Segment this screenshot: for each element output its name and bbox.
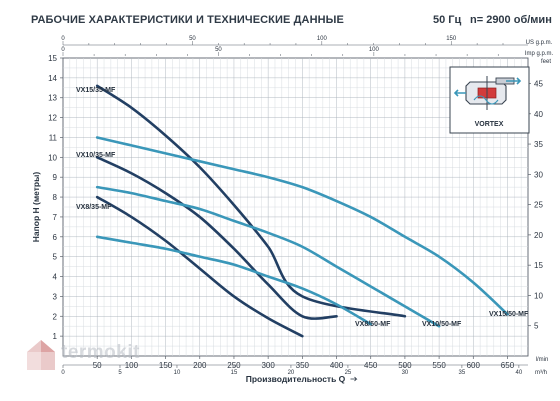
series-line [95,195,304,338]
y-axis-title: Напор H (метры) [31,172,41,243]
series-label: VX15/50-MF [489,311,529,318]
series-line [95,156,338,320]
vortex-impeller-icon [453,76,522,110]
vortex-inset: VORTEX [449,66,530,134]
top-axes: 0 50 100 150 US g.p.m. 0 50 100 Imp g.p.m. [61,36,553,57]
usgpm-tick-label: 50 [189,36,196,42]
m3h-tick-label: 35 [459,370,466,376]
y-tick-label: 5 [53,253,58,262]
series-line [95,235,373,326]
y-tick-label: 7 [53,213,58,222]
house-logo-icon [27,340,55,370]
m3h-tick-label: 5 [118,370,122,376]
m3h-tick-label: 0 [61,370,65,376]
series-line [95,136,509,316]
outflow-arrow-icon [506,77,522,85]
impgpm-tick-label: 100 [369,47,380,53]
curves: VX15/35-MF VX10/35-MF VX8/35-MF VX15/50-MF V… [76,84,529,338]
y-tick-label: 2 [53,312,58,321]
feet-tick-label: 15 [534,261,543,270]
chart-header: РАБОЧИЕ ХАРАКТЕРИСТИКИ И ТЕХНИЧЕСКИЕ ДАН… [0,14,560,34]
feet-tick-label: 5 [534,322,539,331]
watermark: termokit [25,338,175,374]
x-tick-label: 200 [193,361,207,370]
y-tick-label: 8 [53,193,58,202]
x-tick-label: 100 [125,361,139,370]
series-label: VX10/50-MF [422,321,462,328]
y-tick-label: 1 [53,332,58,341]
feet-tick-label: 30 [534,170,543,179]
x-tick-label: 400 [330,361,344,370]
x-axis-title: Производительность Q [246,374,346,384]
m3h-unit-label: m³/h [535,370,547,376]
y-tick-label: 3 [53,292,58,301]
m3h-tick-label: 30 [402,370,409,376]
frequency-label: 50 Гц [433,14,462,26]
feet-tick-label: 45 [534,80,543,89]
y-tick-label: 11 [49,133,58,142]
series-label: VX15/35-MF [76,87,116,94]
inset-label: VORTEX [475,121,504,128]
y-tick-label: 10 [48,153,57,162]
series-line [95,185,441,328]
x-tick-label: 600 [467,361,481,370]
vortex-flow-icon [473,95,499,105]
impgpm-tick-label: 0 [61,47,65,53]
usgpm-tick-label: 150 [446,36,457,42]
impgpm-tick-label: 50 [215,47,222,53]
x-axis-arrow-icon [350,376,358,382]
x-tick-label: 150 [159,361,173,370]
m3h-tick-label: 10 [174,370,181,376]
usgpm-tick-label: 0 [61,36,65,42]
usgpm-unit-label: US g.p.m. [526,40,553,46]
y-tick-label: 12 [48,114,57,123]
feet-tick-label: 25 [534,201,543,210]
feet-tick-label: 40 [534,110,543,119]
series-label: VX10/35-MF [76,152,116,159]
inflow-arrow-icon [453,89,466,97]
series-label: VX8/50-MF [355,321,391,328]
y-tick-label: 9 [53,173,58,182]
feet-tick-label: 35 [534,140,543,149]
x-tick-label: 550 [432,361,446,370]
impgpm-unit-label: Imp g.p.m. [525,51,554,57]
usgpm-tick-label: 100 [317,36,328,42]
m3h-tick-label: 20 [288,370,295,376]
m3h-tick-label: 40 [516,370,523,376]
watermark-text: termokit [61,342,140,363]
x-tick-label: 650 [501,361,515,370]
feet-tick-label: 10 [534,291,543,300]
lmin-unit-label: l/min [536,357,549,363]
x-axis-m3h: 0 5 10 15 20 25 30 35 40 m³/h Производительность Q [61,364,547,384]
series-line [95,84,407,318]
y-tick-label: 13 [48,94,57,103]
x-tick-label: 50 [93,361,102,370]
feet-axis: feet 5 10 15 20 25 30 35 40 45 [528,59,551,331]
chart-title: РАБОЧИЕ ХАРАКТЕРИСТИКИ И ТЕХНИЧЕСКИЕ ДАН… [31,14,344,26]
x-tick-label: 450 [364,361,378,370]
m3h-tick-label: 15 [231,370,238,376]
y-tick-label: 14 [48,74,57,83]
m3h-tick-label: 25 [345,370,352,376]
x-tick-label: 350 [296,361,310,370]
y-tick-label: 4 [53,273,58,282]
speed-label: n= 2900 об/мин [470,14,552,26]
y-tick-label: 6 [53,233,58,242]
x-tick-label: 300 [261,361,275,370]
series-label: VX8/35-MF [76,204,112,211]
y-tick-label: 15 [48,54,57,63]
feet-tick-label: 20 [534,231,543,240]
feet-unit-label: feet [541,59,551,65]
